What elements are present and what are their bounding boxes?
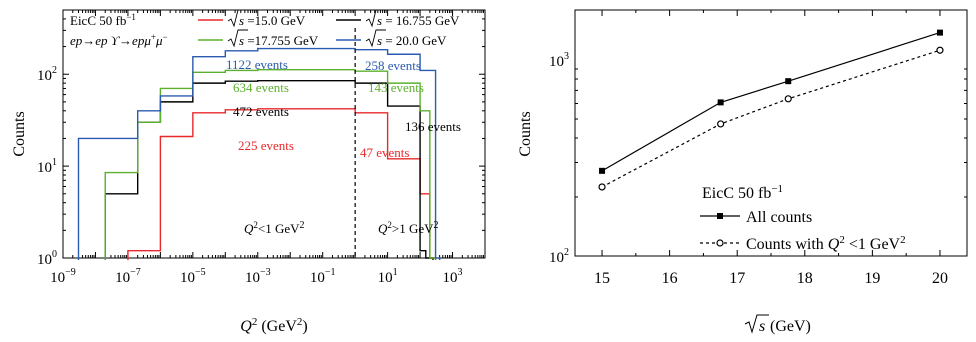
event-label-low-q2-3: 1122 events — [226, 57, 288, 72]
data-point-counts-low-q2 — [936, 46, 944, 54]
left-x-axis-title: Q2 (GeV2) — [240, 316, 307, 335]
event-label-high-q2-0: 47 events — [360, 145, 409, 160]
x-tick-label: 19 — [864, 270, 880, 287]
x-tick-label: 10−1 — [310, 267, 336, 286]
right-x-axis-var: s — [759, 318, 765, 335]
right-axis-ticks: 15 16 17 18 19 20 102 103 — [549, 10, 967, 287]
left-axis-ticks: 10−9 10−7 10−5 10−3 10−1 101 103 100 101 102 — [37, 9, 485, 286]
right-y-axis-title: Counts — [517, 111, 534, 156]
x-tick-label: 103 — [443, 267, 463, 286]
x-tick-label: 18 — [797, 270, 813, 287]
legend-label-3: s = 20.0 GeV — [377, 33, 447, 48]
region-label-high-q2: Q2>1 GeV2 — [378, 220, 439, 236]
data-point-counts-low-q2 — [598, 183, 606, 191]
histogram-series-0 — [127, 108, 437, 260]
x-tick-label: 10−7 — [115, 267, 141, 286]
data-point-all-counts — [936, 29, 943, 36]
process-label: ep→ep ϒ→epμ+μ− — [70, 32, 168, 48]
x-tick-label: 101 — [378, 267, 398, 286]
y-tick-label: 100 — [37, 249, 57, 268]
event-label-low-q2-0: 225 events — [238, 138, 294, 153]
luminosity-label: EicC 50 fb−1 — [70, 12, 136, 28]
y-tick-label: 101 — [37, 157, 57, 176]
legend-label-counts-low-q2: Counts with Q2 <1 GeV2 — [746, 234, 906, 253]
y-tick-label: 103 — [549, 51, 569, 70]
sqrt-sign — [365, 29, 386, 48]
x-tick-label: 17 — [729, 270, 745, 287]
event-label-low-q2-1: 472 events — [233, 104, 289, 119]
legend-label-1: s = 16.755 GeV — [377, 13, 460, 28]
legend-marker-all-counts — [717, 213, 723, 219]
legend-label-all-counts: All counts — [746, 209, 812, 226]
event-label-low-q2-2: 634 events — [233, 80, 289, 95]
left-histogram-chart: 10−9 10−7 10−5 10−3 10−1 101 103 100 101 102 225 … — [11, 9, 486, 335]
left-plot-frame — [62, 9, 486, 259]
data-point-all-counts — [717, 99, 724, 106]
left-legend: s =15.0 GeV s = 16.755 GeV s =17.755 GeV s … — [198, 9, 460, 48]
right-series — [598, 29, 944, 191]
region-label-low-q2: Q2<1 GeV2 — [244, 220, 305, 236]
left-histogram-steps — [77, 47, 441, 260]
y-tick-label: 102 — [37, 65, 57, 84]
legend-label-0: s =15.0 GeV — [239, 13, 306, 28]
legend-label-2: s =17.755 GeV — [239, 33, 319, 48]
y-tick-label: 102 — [549, 247, 569, 266]
sqrt-sign — [744, 314, 769, 334]
x-tick-label: 10−3 — [245, 267, 271, 286]
series-line-1 — [601, 49, 941, 188]
right-legend-title: EicC 50 fb−1 — [702, 183, 783, 202]
data-point-counts-low-q2 — [784, 95, 792, 103]
histogram-series-2 — [104, 69, 437, 260]
event-label-high-q2-3: 258 events — [365, 58, 421, 73]
x-tick-label: 15 — [594, 270, 610, 287]
right-line-chart: 15 16 17 18 19 20 102 103 EicC 50 fb−1 All coun… — [517, 9, 968, 335]
sqrt-sign — [365, 9, 386, 28]
data-point-counts-low-q2 — [717, 120, 725, 128]
sqrt-sign — [227, 9, 248, 28]
event-label-high-q2-2: 143 events — [368, 80, 424, 95]
x-tick-label: 16 — [662, 270, 678, 287]
right-x-axis-unit: (GeV) — [770, 318, 811, 335]
legend-marker-counts-low-q2 — [716, 239, 724, 247]
data-point-all-counts — [785, 78, 792, 85]
x-tick-label: 10−9 — [50, 267, 76, 286]
right-x-axis-title: s (GeV) — [744, 314, 811, 335]
series-line-0 — [601, 32, 941, 172]
event-count-labels: 225 events 47 events 472 events 136 events 6… — [226, 57, 461, 160]
data-point-all-counts — [599, 167, 606, 174]
event-label-high-q2-1: 136 events — [405, 119, 461, 134]
left-y-axis-title: Counts — [11, 111, 28, 156]
histogram-series-3 — [77, 47, 441, 260]
sqrt-sign — [227, 29, 248, 48]
x-tick-label: 10−5 — [180, 267, 206, 286]
x-tick-label: 20 — [932, 270, 948, 287]
